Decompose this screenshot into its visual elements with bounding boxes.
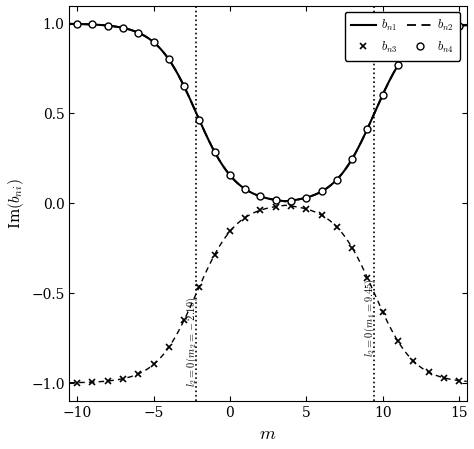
$b_{n4}$ bbox=[441, 26, 447, 31]
$b_{n2}$ bbox=[112, 24, 118, 29]
$b_{n3}$ bbox=[105, 379, 110, 384]
Line: $b_{n2}$: $b_{n2}$ bbox=[70, 24, 467, 201]
$b_{n1}$ bbox=[283, 198, 288, 204]
$b_{n4}$ bbox=[273, 198, 279, 203]
$b_{n4}$ bbox=[74, 21, 80, 26]
$b_{n3}$ bbox=[197, 284, 202, 289]
$b_{n3}$ bbox=[441, 375, 447, 380]
$b_{n1}$ bbox=[136, 30, 141, 35]
Line: $b_{n4}$: $b_{n4}$ bbox=[73, 21, 463, 204]
$b_{n1}$ bbox=[219, 161, 225, 167]
$b_{n4}$ bbox=[166, 57, 172, 62]
$b_{n3}$ bbox=[365, 275, 370, 281]
$b_{n2}$ bbox=[456, 23, 462, 29]
$b_{n4}$ bbox=[395, 63, 401, 68]
$b_{n4}$ bbox=[380, 92, 385, 97]
$b_{n4}$ bbox=[242, 186, 248, 192]
$b_{n3}$ bbox=[136, 371, 141, 377]
$b_{n2}$ bbox=[219, 161, 225, 167]
$b_{n4}$ bbox=[303, 195, 309, 200]
$b_{n1}$ bbox=[464, 22, 470, 28]
$b_{n3}$ bbox=[151, 362, 156, 367]
$b_{n3}$ bbox=[426, 370, 431, 375]
Text: $l_2 = 0\,(m_2 = -2.19)$: $l_2 = 0\,(m_2 = -2.19)$ bbox=[185, 297, 200, 387]
$b_{n4}$ bbox=[319, 189, 324, 194]
$b_{n3}$ bbox=[319, 212, 324, 218]
$b_{n2}$ bbox=[464, 22, 470, 28]
$b_{n4}$ bbox=[349, 156, 355, 162]
$b_{n3}$ bbox=[181, 317, 187, 323]
$b_{n4}$ bbox=[151, 40, 156, 45]
$b_{n1}$ bbox=[67, 21, 73, 26]
$b_{n2}$ bbox=[283, 198, 288, 204]
$b_{n2}$ bbox=[67, 21, 73, 26]
$b_{n4}$ bbox=[90, 22, 95, 27]
$b_{n3}$ bbox=[334, 224, 340, 230]
$b_{n1}$ bbox=[236, 182, 242, 187]
$b_{n3}$ bbox=[166, 344, 172, 350]
$b_{n1}$ bbox=[456, 23, 462, 29]
$b_{n2}$ bbox=[236, 182, 242, 187]
X-axis label: $m$: $m$ bbox=[259, 426, 277, 444]
$b_{n4}$ bbox=[212, 149, 218, 154]
$b_{n3}$ bbox=[303, 206, 309, 211]
$b_{n4}$ bbox=[105, 23, 110, 28]
Line: $b_{n1}$: $b_{n1}$ bbox=[70, 24, 467, 201]
Line: $b_{n3}$: $b_{n3}$ bbox=[73, 202, 463, 386]
Legend: $b_{n1}$, $b_{n3}$, $b_{n2}$, $b_{n4}$: $b_{n1}$, $b_{n3}$, $b_{n2}$, $b_{n4}$ bbox=[345, 12, 460, 61]
$b_{n4}$ bbox=[120, 25, 126, 31]
$b_{n3}$ bbox=[380, 309, 385, 315]
$b_{n3}$ bbox=[288, 203, 294, 209]
$b_{n3}$ bbox=[273, 204, 279, 209]
$b_{n1}$ bbox=[413, 40, 419, 46]
$b_{n4}$ bbox=[227, 172, 233, 178]
$b_{n4}$ bbox=[456, 23, 462, 29]
$b_{n4}$ bbox=[410, 43, 416, 48]
$b_{n2}$ bbox=[413, 40, 419, 46]
$b_{n3}$ bbox=[349, 245, 355, 251]
$b_{n3}$ bbox=[74, 380, 80, 385]
$b_{n3}$ bbox=[227, 229, 233, 234]
$b_{n1}$ bbox=[112, 24, 118, 29]
$b_{n4}$ bbox=[257, 194, 263, 199]
$b_{n3}$ bbox=[395, 339, 401, 344]
$b_{n3}$ bbox=[456, 378, 462, 383]
$b_{n4}$ bbox=[181, 84, 187, 89]
$b_{n3}$ bbox=[212, 252, 218, 257]
$b_{n4}$ bbox=[365, 126, 370, 132]
$b_{n4}$ bbox=[197, 117, 202, 123]
$b_{n3}$ bbox=[90, 379, 95, 385]
$b_{n4}$ bbox=[334, 177, 340, 182]
$b_{n4}$ bbox=[136, 30, 141, 35]
$b_{n3}$ bbox=[120, 376, 126, 381]
Text: $l_2 = 0\,(m_1 = 9.45)$: $l_2 = 0\,(m_1 = 9.45)$ bbox=[363, 279, 378, 357]
$b_{n3}$ bbox=[410, 358, 416, 364]
$b_{n4}$ bbox=[426, 32, 431, 37]
$b_{n3}$ bbox=[257, 207, 263, 213]
Y-axis label: Im$(b_{ni})$: Im$(b_{ni})$ bbox=[6, 178, 26, 229]
$b_{n4}$ bbox=[288, 198, 294, 203]
$b_{n3}$ bbox=[242, 215, 248, 220]
$b_{n2}$ bbox=[136, 30, 141, 35]
